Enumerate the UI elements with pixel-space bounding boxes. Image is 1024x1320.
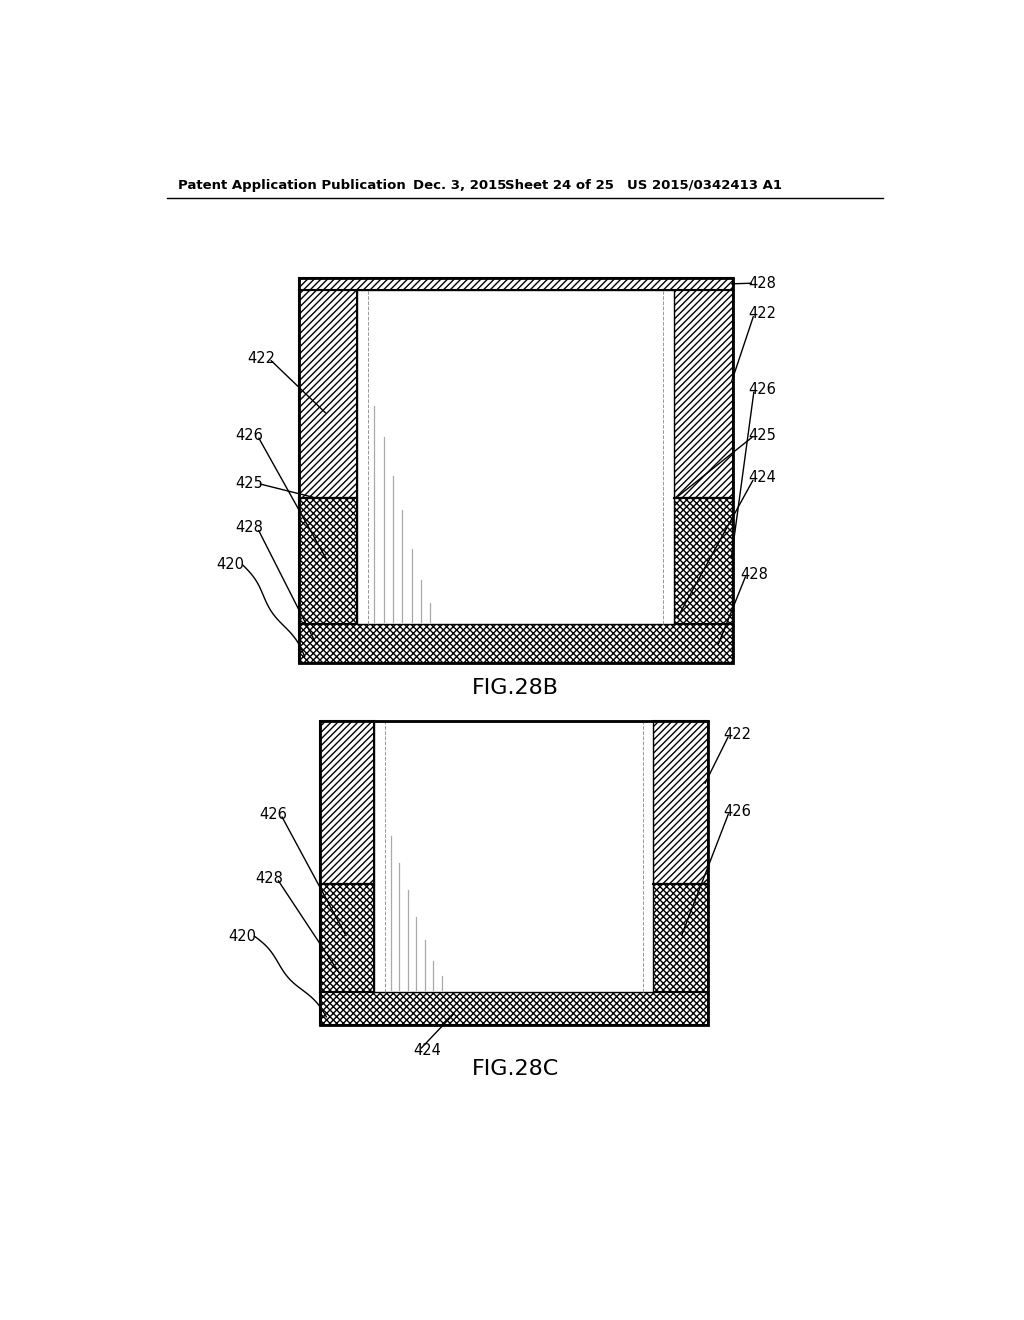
Bar	[653, 884, 708, 993]
Text: Dec. 3, 2015: Dec. 3, 2015	[414, 178, 507, 191]
Bar	[675, 498, 732, 624]
Text: FIG.28C: FIG.28C	[472, 1059, 559, 1078]
Bar	[299, 498, 356, 624]
Text: FIG.28B: FIG.28B	[472, 678, 559, 698]
Bar	[321, 884, 375, 993]
Text: 424: 424	[414, 1043, 441, 1057]
Text: 428: 428	[740, 566, 768, 582]
Bar	[321, 721, 708, 1024]
Bar	[675, 290, 732, 498]
Text: 425: 425	[748, 428, 776, 444]
Text: 425: 425	[236, 475, 263, 491]
Text: 422: 422	[247, 351, 275, 366]
Bar	[356, 290, 675, 624]
Text: US 2015/0342413 A1: US 2015/0342413 A1	[627, 178, 782, 191]
Bar	[299, 277, 732, 290]
Bar	[653, 721, 708, 884]
Bar	[321, 721, 375, 884]
Bar	[321, 993, 708, 1024]
Text: 428: 428	[748, 276, 776, 290]
Text: 424: 424	[748, 470, 776, 486]
Bar	[299, 624, 732, 663]
Text: 420: 420	[216, 557, 245, 573]
Text: 426: 426	[259, 807, 287, 822]
Text: 428: 428	[255, 871, 283, 886]
Text: 422: 422	[748, 306, 776, 322]
Text: 420: 420	[228, 928, 256, 944]
Text: 426: 426	[236, 428, 263, 444]
Bar	[299, 290, 356, 498]
Text: 426: 426	[748, 381, 776, 397]
Bar	[375, 721, 653, 993]
Text: 426: 426	[723, 804, 751, 818]
Text: 422: 422	[723, 727, 752, 742]
Text: Patent Application Publication: Patent Application Publication	[178, 178, 407, 191]
Text: Sheet 24 of 25: Sheet 24 of 25	[505, 178, 613, 191]
Text: 428: 428	[236, 520, 263, 536]
Bar	[299, 277, 732, 663]
